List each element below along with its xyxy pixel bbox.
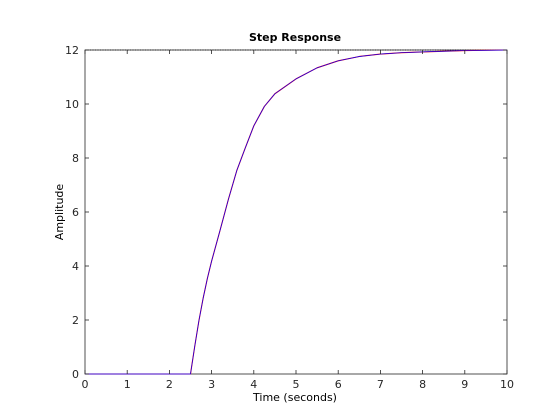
x-tick-label: 1 [124,378,131,391]
x-tick-label: 10 [500,378,514,391]
chart-title: Step Response [249,31,341,44]
x-tick-label: 9 [461,378,468,391]
x-tick-label: 3 [208,378,215,391]
y-tick-label: 8 [72,152,79,165]
x-tick-label: 8 [419,378,426,391]
x-tick-label: 5 [293,378,300,391]
x-axis-label: Time (seconds) [252,391,337,404]
series-line-2 [85,49,508,375]
y-tick-label: 12 [65,44,79,57]
x-tick-label: 2 [166,378,173,391]
x-tick-label: 0 [82,378,89,391]
x-tick-label: 4 [250,378,257,391]
y-tick-label: 10 [65,98,79,111]
x-tick-label: 6 [335,378,342,391]
axes-frame [84,49,508,375]
series-line-1 [85,49,508,375]
x-tick-label: 7 [377,378,384,391]
y-tick-label: 6 [72,206,79,219]
y-tick-label: 4 [72,260,79,273]
y-axis-label: Amplitude [53,184,66,241]
y-tick-label: 0 [72,368,79,381]
y-tick-label: 2 [72,314,79,327]
